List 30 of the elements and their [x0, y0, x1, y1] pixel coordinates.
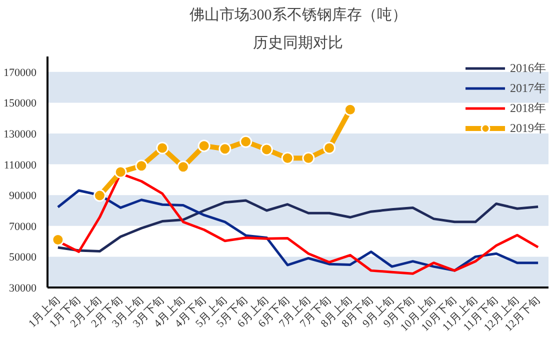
point [52, 234, 64, 246]
point [323, 142, 336, 154]
point [114, 166, 127, 178]
y-tick-label: 170000 [4, 66, 37, 79]
point [176, 160, 190, 174]
y-tick-label: 130000 [4, 128, 37, 140]
line-series [56, 189, 540, 272]
point [135, 160, 148, 172]
y-tick-label: 50000 [9, 252, 37, 264]
y-tick-label: 30000 [9, 282, 37, 294]
point [302, 152, 315, 164]
point [218, 142, 232, 156]
point [344, 103, 356, 116]
point [93, 189, 106, 202]
legend-label: 2019年 [510, 120, 546, 136]
point [281, 152, 294, 164]
point [240, 135, 252, 148]
point [156, 142, 169, 154]
legend-label: 2018年 [510, 100, 546, 116]
legend-label: 2017年 [510, 80, 546, 96]
chart-title: 佛山市场300系不锈钢库存（吨） [189, 6, 407, 24]
chart-subtitle: 历史同期对比 [253, 34, 343, 52]
point [198, 140, 210, 152]
y-tick-label: 90000 [9, 190, 37, 202]
y-tick-label: 110000 [4, 159, 37, 172]
y-tick-label: 70000 [9, 220, 37, 233]
line-series [56, 199, 540, 253]
y-tick-label: 150000 [4, 98, 37, 110]
point [260, 143, 273, 156]
legend-label: 2016年 [510, 60, 546, 76]
